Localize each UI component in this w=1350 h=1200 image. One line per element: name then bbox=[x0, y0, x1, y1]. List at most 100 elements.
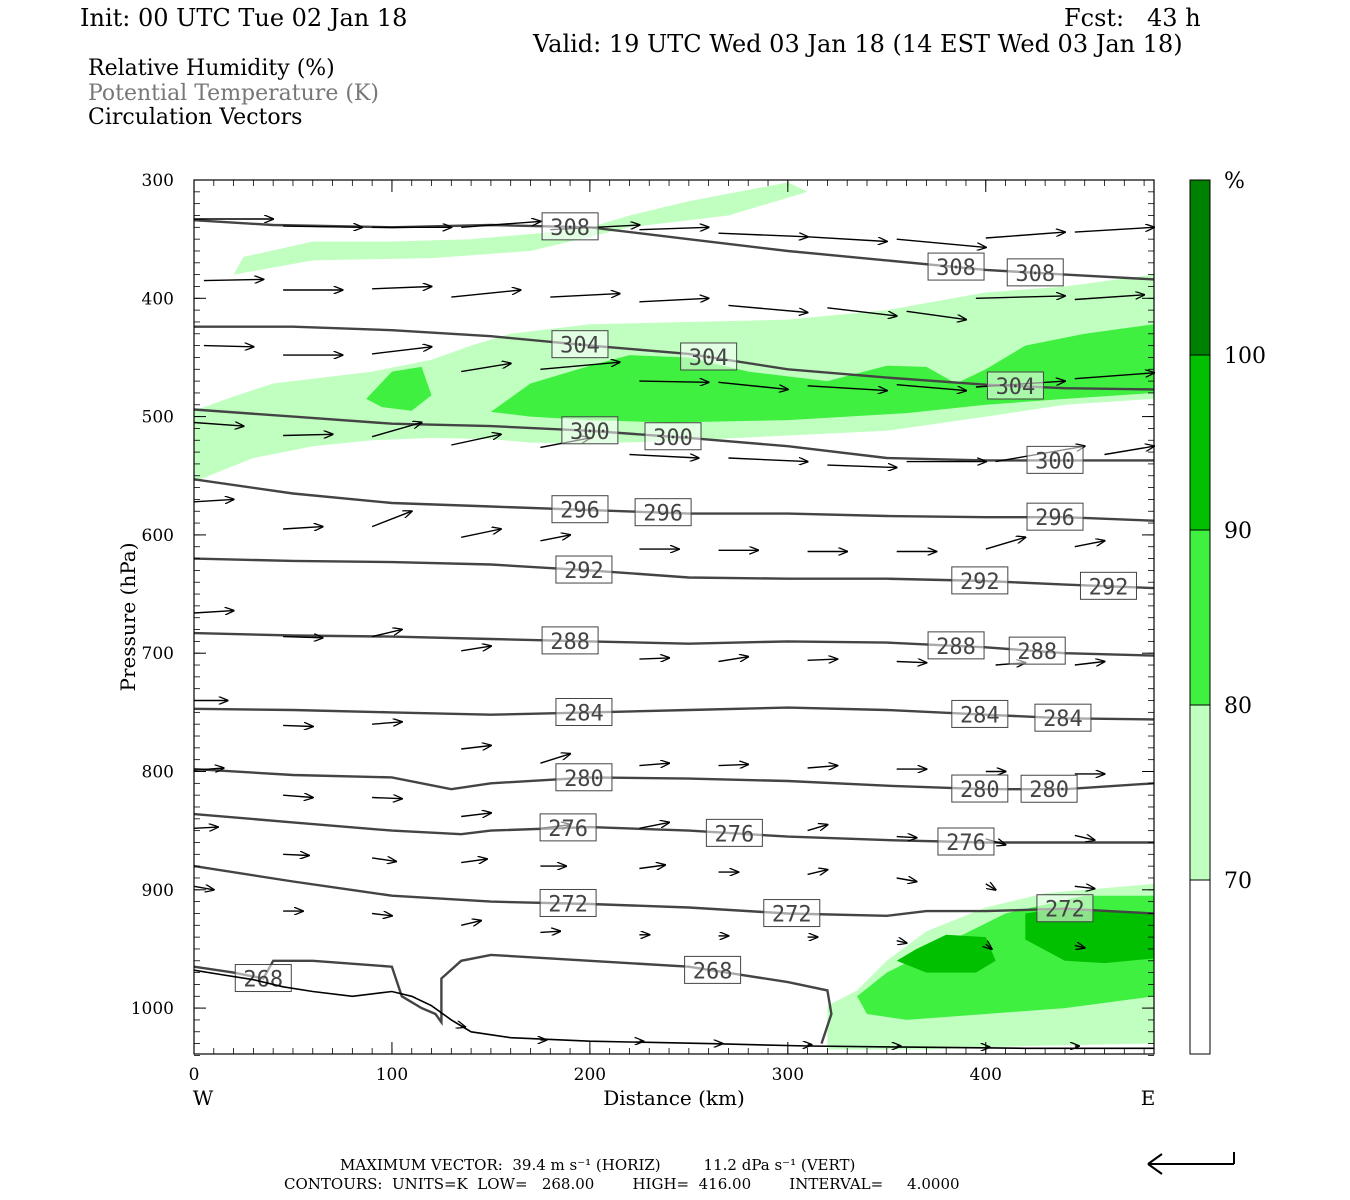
circulation-vector bbox=[371, 511, 412, 528]
y-tick-label: 500 bbox=[142, 408, 174, 428]
circulation-vector bbox=[193, 827, 218, 828]
contour-label-272: 272 bbox=[539, 888, 597, 917]
contour-label-300: 300 bbox=[561, 416, 619, 445]
legend-potential-temperature: Potential Temperature (K) bbox=[88, 81, 379, 106]
colorbar-band-90-100 bbox=[1189, 354, 1211, 531]
rh-region-80-90 bbox=[366, 366, 432, 411]
circulation-vector bbox=[985, 232, 1065, 239]
rh-region-70-80 bbox=[233, 182, 808, 275]
contour-label-276: 276 bbox=[539, 813, 597, 842]
circulation-vector bbox=[1104, 446, 1155, 456]
x-tick-label: 0 bbox=[189, 1065, 200, 1085]
circulation-vector bbox=[203, 346, 254, 347]
circulation-vector bbox=[1074, 886, 1095, 888]
circulation-vector bbox=[461, 921, 481, 926]
contour-label-272: 272 bbox=[763, 899, 821, 928]
circulation-vector bbox=[372, 287, 431, 289]
circulation-vector bbox=[896, 878, 917, 882]
terrain-line bbox=[193, 969, 1154, 1050]
circulation-vector bbox=[728, 304, 807, 312]
svg-text:272: 272 bbox=[772, 903, 812, 928]
svg-text:268: 268 bbox=[693, 959, 733, 984]
y-tick-label: 300 bbox=[142, 171, 174, 191]
circulation-vector bbox=[193, 499, 234, 501]
circulation-vector bbox=[896, 662, 927, 663]
svg-text:276: 276 bbox=[714, 822, 754, 847]
contour-label-296: 296 bbox=[634, 498, 692, 527]
contour-label-304: 304 bbox=[986, 371, 1044, 400]
colorbar-band-100 bbox=[1189, 179, 1211, 356]
contour-label-288: 288 bbox=[1008, 636, 1066, 665]
svg-text:308: 308 bbox=[550, 216, 590, 241]
circulation-vector bbox=[639, 763, 669, 765]
circulation-vector bbox=[718, 657, 749, 663]
circulation-vector bbox=[1074, 227, 1154, 233]
circulation-vector bbox=[451, 290, 520, 298]
circulation-vector bbox=[540, 931, 560, 932]
svg-text:276: 276 bbox=[946, 831, 986, 856]
svg-text:280: 280 bbox=[960, 778, 1000, 803]
theta-contour-284 bbox=[193, 706, 1155, 721]
colorbar-tick-label: 80 bbox=[1224, 694, 1252, 719]
circulation-vector bbox=[193, 768, 224, 770]
circulation-vector bbox=[371, 858, 396, 862]
colorbar-band-below-70 bbox=[1189, 879, 1211, 1055]
svg-text:292: 292 bbox=[1089, 575, 1129, 600]
legend-relative-humidity: Relative Humidity (%) bbox=[88, 56, 335, 81]
reference-vector-arrow bbox=[1147, 1152, 1235, 1175]
theta-contour-272 bbox=[193, 864, 1155, 918]
circulation-vector bbox=[807, 385, 887, 391]
circulation-vector bbox=[1074, 541, 1105, 548]
circulation-vector bbox=[1074, 662, 1105, 666]
circulation-vector bbox=[283, 795, 313, 797]
axes: 300 400 500 600 700 800 900 1000 0 100 200 300 400 bbox=[131, 171, 1154, 1085]
contour-label-280: 280 bbox=[951, 774, 1009, 803]
circulation-vector bbox=[283, 854, 309, 855]
plot-frame bbox=[193, 179, 1155, 1055]
x-tick-label: 400 bbox=[970, 1065, 1002, 1085]
circulation-vector bbox=[985, 537, 1026, 550]
circulation-vector bbox=[807, 659, 838, 660]
circulation-vector bbox=[807, 766, 838, 768]
circulation-vector bbox=[193, 423, 244, 427]
contour-label-300: 300 bbox=[1026, 445, 1084, 474]
circulation-vector bbox=[540, 362, 619, 370]
circulation-vector bbox=[372, 798, 402, 799]
x-tick-label: 200 bbox=[574, 1065, 606, 1085]
circulation-vector bbox=[975, 296, 1065, 298]
circulation-vector bbox=[896, 384, 966, 391]
svg-text:288: 288 bbox=[550, 630, 590, 655]
circulation-vector bbox=[1074, 373, 1154, 380]
contour-label-292: 292 bbox=[555, 555, 613, 584]
contour-label-284: 284 bbox=[555, 697, 613, 726]
circulation-vector bbox=[1074, 945, 1085, 947]
contour-labels: 308 308 308 304 304 304 300 300 300 296 296 296 292 2… bbox=[234, 212, 1137, 993]
theta-contour-292 bbox=[193, 557, 1155, 590]
svg-text:292: 292 bbox=[564, 559, 604, 584]
circulation-vector bbox=[807, 236, 887, 242]
circulation-vector bbox=[906, 310, 966, 319]
svg-text:300: 300 bbox=[1035, 449, 1075, 474]
x-axis-title: Distance (km) bbox=[603, 1086, 745, 1110]
circulation-vector bbox=[629, 455, 699, 459]
svg-text:284: 284 bbox=[960, 703, 1000, 728]
contour-label-272: 272 bbox=[1036, 894, 1094, 923]
contour-label-308: 308 bbox=[1006, 258, 1064, 287]
circulation-vector bbox=[550, 294, 619, 298]
colorbar: % 100 90 80 70 bbox=[1189, 169, 1266, 1055]
y-axis-title: Pressure (hPa) bbox=[116, 543, 140, 692]
rh-region-90-100 bbox=[896, 934, 996, 973]
circulation-vector bbox=[639, 227, 708, 229]
circulation-vector bbox=[461, 529, 501, 538]
forecast-hour: Fcst: 43 h bbox=[1064, 4, 1201, 32]
circulation-vector bbox=[283, 226, 362, 227]
circulation-vector bbox=[193, 611, 234, 613]
circulation-vector bbox=[283, 725, 313, 726]
svg-text:268: 268 bbox=[243, 968, 283, 993]
max-vector-note: MAXIMUM VECTOR: 39.4 m s⁻¹ (HORIZ) 11.2 … bbox=[340, 1156, 856, 1174]
circulation-vector bbox=[283, 637, 323, 638]
colorbar-band-70-80 bbox=[1189, 704, 1211, 881]
y-tick-label: 700 bbox=[142, 644, 174, 664]
svg-text:288: 288 bbox=[936, 635, 976, 660]
contour-label-304: 304 bbox=[680, 342, 738, 371]
